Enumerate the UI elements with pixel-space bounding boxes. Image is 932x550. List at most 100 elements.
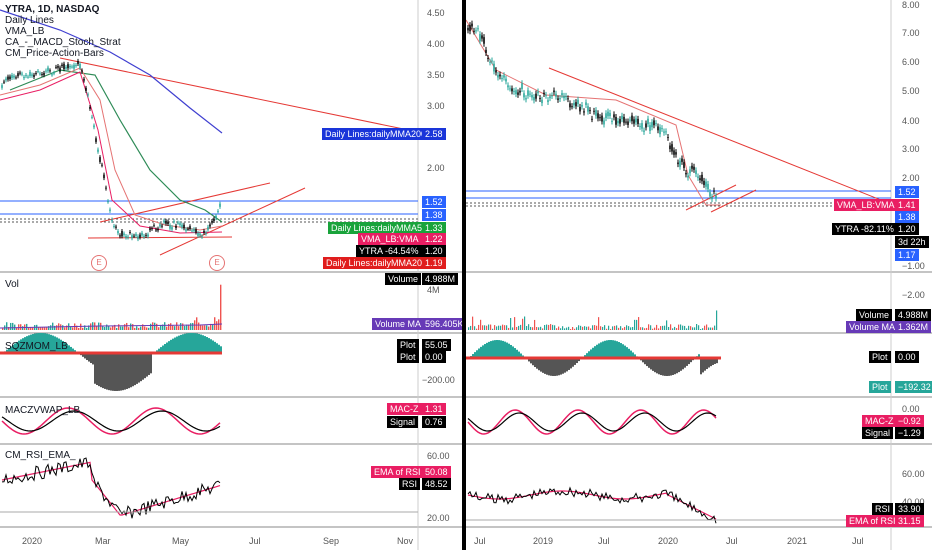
candle-body (485, 49, 487, 53)
candle-body (161, 225, 163, 227)
squeeze-bar (642, 358, 644, 363)
squeeze-bar (668, 358, 670, 376)
indicator-vma-lb[interactable]: VMA_LB (5, 26, 45, 37)
earnings-marker-icon[interactable]: E (91, 255, 107, 271)
candle-body (67, 64, 69, 69)
volume-bar (190, 323, 192, 330)
volume-bar (618, 327, 620, 330)
volume-bar (672, 328, 674, 330)
squeeze-bar (114, 353, 116, 391)
volume-bar (518, 325, 520, 330)
volume-bar (582, 326, 584, 330)
candle-body (211, 221, 213, 223)
volume-bar (174, 326, 176, 330)
volume-bar (102, 325, 104, 330)
squeeze-bar (662, 358, 664, 376)
ema-rsi-line (467, 490, 717, 520)
squeeze-bar (60, 339, 62, 353)
candle-body (73, 64, 75, 69)
volume-bar (676, 328, 678, 330)
maczvwap-pane-label[interactable]: MACZVWAP_LB (5, 405, 81, 416)
candle-body (537, 91, 539, 94)
volume-bar (620, 326, 622, 330)
candle-body (695, 170, 697, 175)
volume-bar (690, 326, 692, 330)
squeeze-bar (648, 358, 650, 368)
macz-axis-label: 0.00 (902, 404, 920, 414)
squeeze-bar (632, 352, 634, 358)
squeeze-bar (654, 358, 656, 373)
volume-bar (76, 325, 78, 330)
squeeze-bar (474, 352, 476, 358)
squeeze-bar (206, 337, 208, 353)
volume-bar (570, 328, 572, 330)
volume-bar (610, 328, 612, 330)
squeeze-bar (42, 333, 44, 353)
candle-body (661, 128, 663, 130)
time-axis-label: Sep (323, 536, 340, 546)
squeeze-bar (706, 358, 708, 370)
squeeze-bar (652, 358, 654, 371)
sqzmom-plot1-value-tag: 55.05 (422, 339, 451, 351)
left-chart-pane[interactable]: YTRA, 1D, NASDAQ Daily Lines VMA_LB CA_-… (0, 0, 467, 550)
candle-body (183, 224, 185, 229)
sqzmom-pane-label[interactable]: SQZMOM_LB (5, 341, 68, 352)
indicator-daily-lines[interactable]: Daily Lines (5, 15, 54, 26)
volume-bar (510, 318, 512, 330)
candle-body (127, 236, 129, 238)
right-chart-pane[interactable]: 8.00 7.00 6.00 5.00 4.00 3.00 2.00 −1.00… (466, 0, 932, 550)
volume-bar (12, 322, 14, 330)
candle-body (489, 61, 491, 63)
squeeze-bar (106, 353, 108, 390)
pane-divider[interactable] (462, 0, 466, 550)
squeeze-bar (472, 354, 474, 358)
candle-body (673, 150, 675, 155)
sqzmom-plot1-label-tag: Plot (869, 351, 891, 363)
symbol-title[interactable]: YTRA, 1D, NASDAQ (5, 4, 100, 15)
squeeze-bar (188, 333, 190, 353)
volume-pane-label[interactable]: Vol (5, 279, 19, 290)
candle-body (635, 118, 637, 123)
rsi-pane-label[interactable]: CM_RSI_EMA_ (5, 450, 76, 461)
candle-body (37, 71, 39, 73)
squeeze-bar (566, 358, 568, 372)
volume-bar (714, 325, 716, 330)
left-chart-canvas[interactable] (0, 0, 462, 550)
candle-body (103, 174, 105, 179)
candle-body (579, 106, 581, 112)
squeeze-bar (602, 341, 604, 358)
indicator-macd-stoch[interactable]: CA_-_MACD_Stoch_Strat (5, 37, 121, 48)
squeeze-bar (192, 333, 194, 353)
right-chart-canvas[interactable] (466, 0, 932, 550)
squeeze-bar (496, 340, 498, 358)
squeeze-bar (678, 358, 680, 373)
squeeze-bar (132, 353, 134, 387)
candle-body (527, 90, 529, 96)
squeeze-bar (108, 353, 110, 391)
indicator-price-action-bars[interactable]: CM_Price-Action-Bars (5, 48, 104, 59)
volume-bar (572, 326, 574, 330)
symbol-change-tag: YTRA -64.54% (356, 245, 422, 257)
price-axis-label: 4.00 (427, 39, 445, 49)
squeeze-bar (486, 342, 488, 358)
squeeze-bar (492, 340, 494, 358)
candle-body (21, 73, 23, 75)
candle-body (617, 120, 619, 124)
candle-body (147, 234, 149, 237)
candle-body (689, 169, 691, 174)
candle-body (101, 164, 103, 166)
volume-bar (590, 328, 592, 330)
candle-body (219, 203, 221, 207)
squeeze-bar (684, 358, 686, 368)
volume-bar (62, 325, 64, 330)
price-axis-label: 8.00 (902, 0, 920, 10)
volume-bar (144, 326, 146, 330)
level-tag-1-52: 1.52 (895, 186, 919, 198)
trend-line (59, 57, 419, 133)
squeeze-bar (30, 334, 32, 353)
squeeze-bar (98, 353, 100, 387)
earnings-marker-icon[interactable]: E (209, 255, 225, 271)
candle-body (467, 27, 469, 31)
candle-body (603, 120, 605, 125)
price-axis-label: 2.00 (427, 163, 445, 173)
